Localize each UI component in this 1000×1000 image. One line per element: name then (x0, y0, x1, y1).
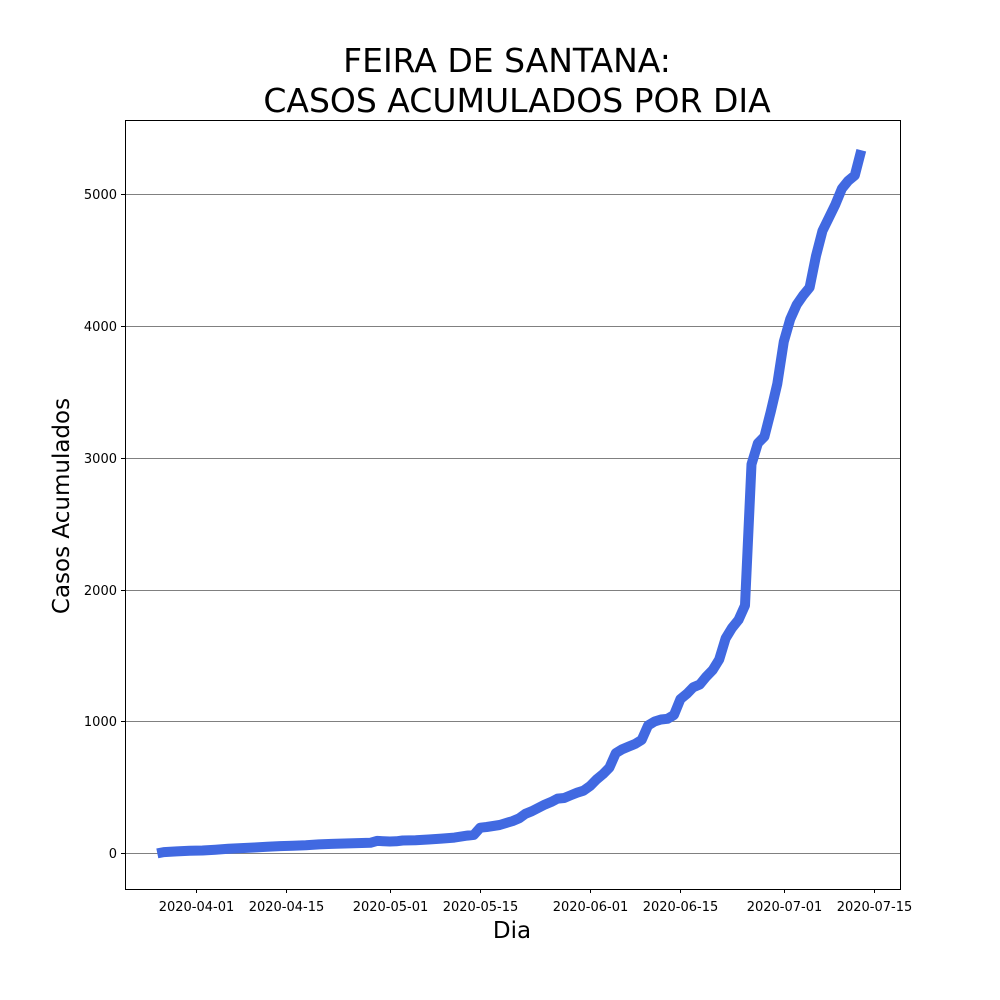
plot-frame (125, 120, 901, 890)
x-tick-label-2020-04-15: 2020-04-15 (249, 900, 325, 915)
y-tick-label-4000: 4000 (84, 320, 117, 335)
x-tick-label-2020-05-01: 2020-05-01 (353, 900, 429, 915)
gridlines (125, 194, 900, 854)
x-tick-label-2020-05-15: 2020-05-15 (443, 900, 519, 915)
chart-title-line-2: CASOS ACUMULADOS POR DIA (263, 81, 771, 120)
y-tick-label-2000: 2000 (84, 584, 117, 599)
y-tick-label-0: 0 (109, 847, 117, 862)
x-tick-label-2020-04-01: 2020-04-01 (159, 900, 235, 915)
y-tick-label-5000: 5000 (84, 188, 117, 203)
y-tick-label-1000: 1000 (84, 715, 117, 730)
x-tick-label-2020-07-01: 2020-07-01 (747, 900, 823, 915)
x-axis-label: Dia (493, 918, 531, 944)
y-axis-label: Casos Acumulados (49, 398, 75, 614)
series-line-0 (156, 149, 867, 859)
x-ticks: 2020-04-01 2020-04-15 2020-05-01 2020-05-15… (159, 889, 913, 915)
y-tick-label-3000: 3000 (84, 452, 117, 467)
y-ticks: 0 1000 2000 3000 4000 5000 (84, 188, 125, 862)
x-tick-label-2020-06-15: 2020-06-15 (643, 900, 719, 915)
x-tick-label-2020-07-15: 2020-07-15 (837, 900, 913, 915)
series-layer (156, 149, 867, 859)
x-tick-label-2020-06-01: 2020-06-01 (553, 900, 629, 915)
chart-title-line-1: FEIRA DE SANTANA: (343, 41, 671, 80)
